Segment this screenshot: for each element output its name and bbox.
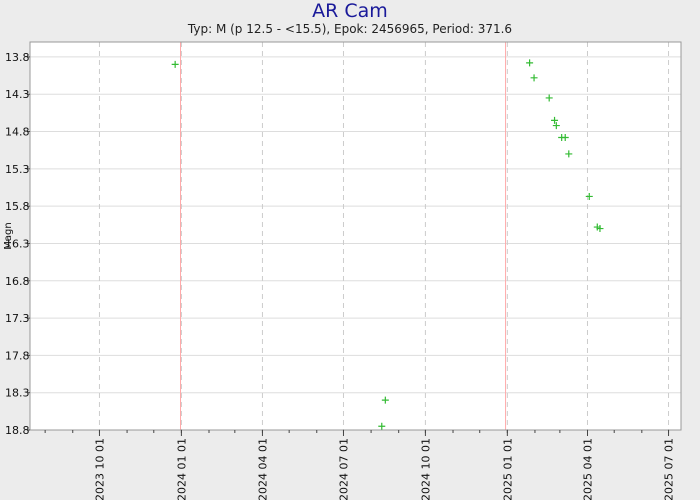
data-point [552, 122, 560, 130]
x-tick-label: 2023 10 01 [93, 438, 106, 500]
data-point [171, 60, 179, 68]
data-point [378, 422, 386, 430]
data-point [561, 134, 569, 142]
y-tick-label: 14.8 [5, 126, 30, 139]
data-point [551, 116, 559, 124]
plot-border [29, 41, 682, 431]
x-tick-label: 2024 10 01 [419, 438, 432, 500]
data-point [585, 192, 593, 200]
y-tick-label: 16.8 [5, 275, 30, 288]
data-point [565, 150, 573, 158]
y-axis-label: Magn [3, 222, 14, 249]
x-tick-label: 2025 04 01 [581, 438, 594, 500]
data-point [596, 225, 604, 233]
chart-subtitle: Typ: M (p 12.5 - <15.5), Epok: 2456965, … [187, 22, 513, 36]
y-tick-label: 15.8 [5, 200, 30, 213]
y-tick-label: 18.8 [5, 424, 30, 437]
y-tick-label: 13.8 [5, 51, 30, 64]
x-tick-label: 2024 04 01 [256, 438, 269, 500]
y-tick-label: 15.3 [5, 163, 30, 176]
y-tick-label: 16.3 [5, 237, 30, 250]
plot-background [30, 42, 681, 430]
y-tick-label: 18.3 [5, 387, 30, 400]
x-tick-label: 2025 07 01 [663, 438, 676, 500]
data-point [381, 396, 389, 404]
x-tick-label: 2024 01 01 [175, 438, 188, 500]
x-tick-label: 2024 07 01 [337, 438, 350, 500]
data-point [545, 94, 553, 102]
y-tick-label: 17.3 [5, 312, 30, 325]
data-point [526, 59, 534, 67]
y-tick-label: 17.8 [5, 349, 30, 362]
y-tick-label: 14.3 [5, 88, 30, 101]
x-tick-label: 2025 01 01 [501, 438, 514, 500]
chart-title: AR Cam [312, 0, 388, 22]
data-point [530, 74, 538, 82]
